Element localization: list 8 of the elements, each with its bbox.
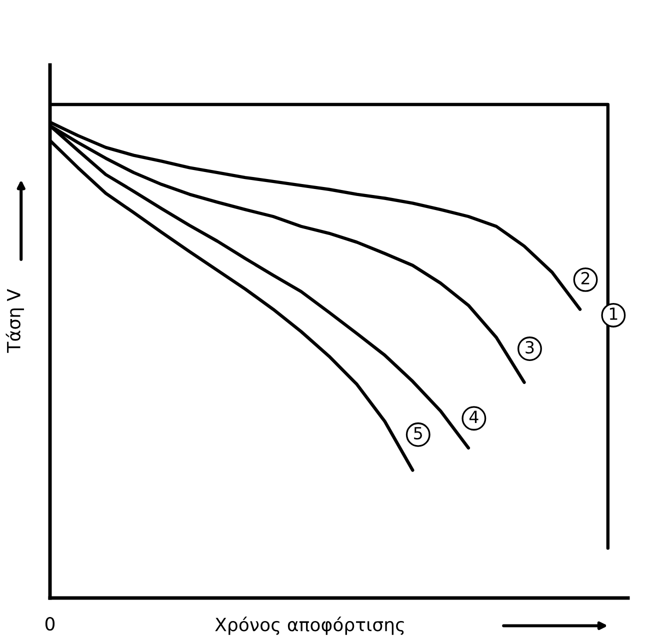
series-label: 2 bbox=[581, 272, 590, 284]
series-label: 1 bbox=[610, 308, 618, 320]
x-axis-title: Χρόνος αποφόρτισης bbox=[215, 616, 404, 635]
y-axis-title: Τάση V bbox=[6, 289, 24, 353]
series-label: 5 bbox=[414, 427, 422, 440]
series-label: 4 bbox=[469, 410, 478, 423]
series-label: 3 bbox=[526, 340, 534, 354]
text: 0 bbox=[45, 616, 55, 631]
